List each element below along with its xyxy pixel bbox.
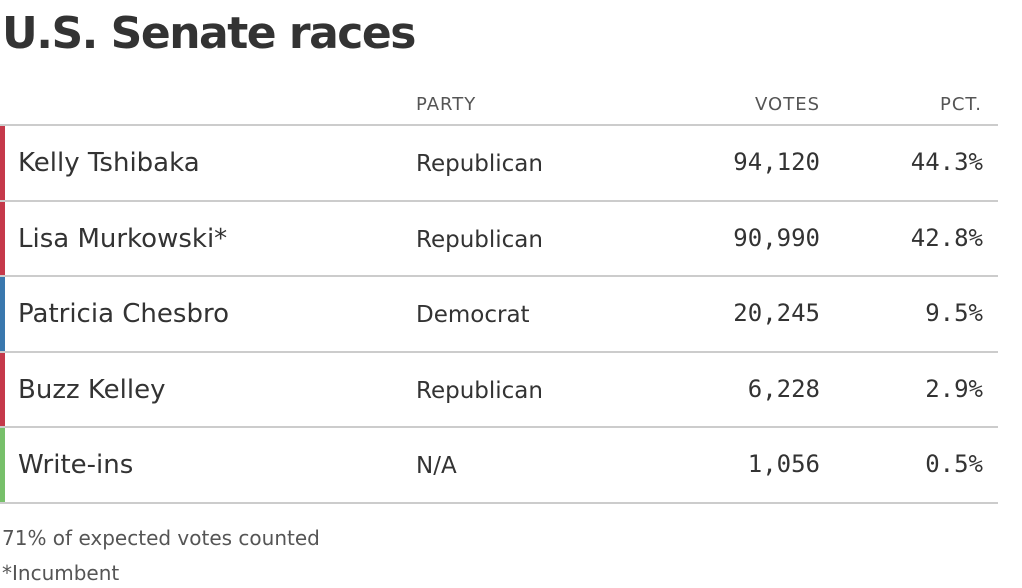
party-color-bar <box>0 126 5 200</box>
row-divider <box>0 501 998 504</box>
incumbent-note: *Incumbent <box>2 561 120 585</box>
candidate-votes: 90,990 <box>733 223 820 252</box>
candidate-votes: 94,120 <box>733 148 820 176</box>
table-row: Buzz Kelley Republican 6,228 2.9% <box>0 352 998 427</box>
table-row: Kelly Tshibaka Republican 94,120 44.3% <box>0 126 998 200</box>
header-pct: PCT. <box>939 94 982 115</box>
header-divider <box>0 124 998 126</box>
row-divider <box>0 350 998 353</box>
candidate-pct: 2.9% <box>925 374 983 403</box>
candidate-party: Republican <box>416 226 543 253</box>
candidate-votes: 6,228 <box>747 374 820 403</box>
candidate-pct: 9.5% <box>925 299 983 327</box>
candidate-votes: 20,245 <box>733 299 820 327</box>
row-divider <box>0 199 998 202</box>
candidate-name: Write-ins <box>18 450 134 480</box>
row-divider <box>0 426 998 428</box>
table-row: Write-ins N/A 1,056 0.5% <box>0 428 998 502</box>
party-color-bar <box>0 277 5 351</box>
page-title: U.S. Senate races <box>2 8 416 59</box>
party-color-bar <box>0 352 5 427</box>
candidate-pct: 44.3% <box>910 148 983 176</box>
header-votes: VOTES <box>755 94 820 115</box>
candidate-name: Lisa Murkowski* <box>18 223 228 254</box>
candidate-party: Republican <box>416 151 543 177</box>
party-color-bar <box>0 201 5 276</box>
candidate-votes: 1,056 <box>747 450 820 478</box>
candidate-pct: 0.5% <box>925 450 983 478</box>
table-row: Patricia Chesbro Democrat 20,245 9.5% <box>0 277 998 351</box>
candidate-party: N/A <box>416 453 457 479</box>
table-row: Lisa Murkowski* Republican 90,990 42.8% <box>0 201 998 276</box>
candidate-party: Republican <box>416 377 543 404</box>
candidate-party: Democrat <box>416 302 530 328</box>
row-divider <box>0 275 998 277</box>
candidate-name: Kelly Tshibaka <box>18 148 200 178</box>
header-party: PARTY <box>416 94 477 115</box>
candidate-name: Buzz Kelley <box>18 374 166 405</box>
party-color-bar <box>0 428 5 502</box>
candidate-name: Patricia Chesbro <box>18 299 229 329</box>
candidate-pct: 42.8% <box>910 223 983 252</box>
votes-counted-note: 71% of expected votes counted <box>2 526 320 550</box>
